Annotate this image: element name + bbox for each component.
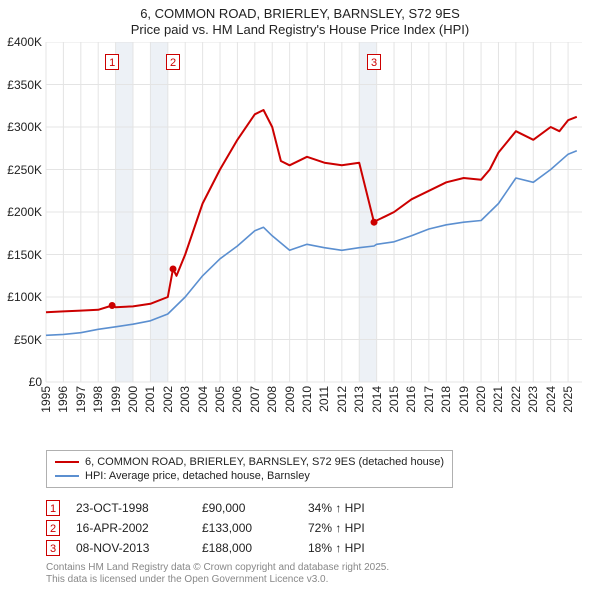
chart-title: 6, COMMON ROAD, BRIERLEY, BARNSLEY, S72 … (0, 0, 600, 39)
x-tick-label: 2010 (300, 386, 314, 413)
x-tick-label: 2020 (474, 386, 488, 413)
x-tick-label: 2018 (439, 386, 453, 413)
transaction-marker: 1 (46, 500, 60, 516)
transaction-price: £133,000 (202, 521, 292, 535)
legend-swatch (55, 461, 79, 463)
attribution: Contains HM Land Registry data © Crown c… (46, 562, 389, 586)
legend-item: 6, COMMON ROAD, BRIERLEY, BARNSLEY, S72 … (55, 455, 444, 469)
x-tick-label: 2002 (161, 386, 175, 413)
attribution-line2: This data is licensed under the Open Gov… (46, 574, 328, 585)
y-tick-label: £350K (0, 78, 42, 92)
transaction-marker: 3 (46, 540, 60, 556)
legend: 6, COMMON ROAD, BRIERLEY, BARNSLEY, S72 … (46, 450, 453, 488)
legend-swatch (55, 475, 79, 477)
x-tick-label: 2003 (178, 386, 192, 413)
x-tick-label: 1998 (91, 386, 105, 413)
x-tick-label: 2016 (404, 386, 418, 413)
chart-area: £0£50K£100K£150K£200K£250K£300K£350K£400… (0, 42, 600, 442)
transaction-row: 1 23-OCT-1998 £90,000 34% ↑ HPI (46, 498, 398, 518)
x-tick-label: 2024 (544, 386, 558, 413)
sale-marker-3: 3 (367, 54, 381, 70)
x-tick-label: 2025 (561, 386, 575, 413)
x-tick-label: 2022 (509, 386, 523, 413)
x-tick-label: 2012 (335, 386, 349, 413)
x-tick-label: 2009 (283, 386, 297, 413)
x-tick-label: 2001 (143, 386, 157, 413)
transaction-marker: 2 (46, 520, 60, 536)
x-tick-label: 2000 (126, 386, 140, 413)
x-tick-label: 2014 (370, 386, 384, 413)
sale-marker-2: 2 (166, 54, 180, 70)
transaction-date: 16-APR-2002 (76, 521, 186, 535)
x-tick-label: 2023 (526, 386, 540, 413)
transaction-hpi: 34% ↑ HPI (308, 501, 398, 515)
transaction-date: 23-OCT-1998 (76, 501, 186, 515)
transaction-row: 3 08-NOV-2013 £188,000 18% ↑ HPI (46, 538, 398, 558)
attribution-line1: Contains HM Land Registry data © Crown c… (46, 562, 389, 573)
x-tick-label: 2006 (230, 386, 244, 413)
y-tick-label: £100K (0, 290, 42, 304)
x-tick-label: 1995 (39, 386, 53, 413)
transaction-row: 2 16-APR-2002 £133,000 72% ↑ HPI (46, 518, 398, 538)
x-tick-label: 1996 (56, 386, 70, 413)
x-tick-label: 2017 (422, 386, 436, 413)
transaction-hpi: 18% ↑ HPI (308, 541, 398, 555)
sale-marker-1: 1 (105, 54, 119, 70)
chart-svg (0, 42, 600, 442)
title-line2: Price paid vs. HM Land Registry's House … (131, 22, 469, 37)
y-tick-label: £50K (0, 333, 42, 347)
transaction-date: 08-NOV-2013 (76, 541, 186, 555)
x-tick-label: 2004 (196, 386, 210, 413)
x-tick-label: 2011 (317, 386, 331, 412)
y-tick-label: £200K (0, 205, 42, 219)
legend-item: HPI: Average price, detached house, Barn… (55, 469, 444, 483)
x-tick-label: 1997 (74, 386, 88, 413)
y-tick-label: £150K (0, 248, 42, 262)
x-tick-label: 2007 (248, 386, 262, 413)
x-tick-label: 1999 (109, 386, 123, 413)
y-tick-label: £400K (0, 35, 42, 49)
x-tick-label: 2021 (491, 386, 505, 413)
chart-container: 6, COMMON ROAD, BRIERLEY, BARNSLEY, S72 … (0, 0, 600, 590)
title-line1: 6, COMMON ROAD, BRIERLEY, BARNSLEY, S72 … (140, 6, 460, 21)
transaction-price: £90,000 (202, 501, 292, 515)
y-tick-label: £0 (0, 375, 42, 389)
x-tick-label: 2008 (265, 386, 279, 413)
x-tick-label: 2019 (457, 386, 471, 413)
transaction-hpi: 72% ↑ HPI (308, 521, 398, 535)
x-tick-label: 2015 (387, 386, 401, 413)
x-tick-label: 2005 (213, 386, 227, 413)
transaction-price: £188,000 (202, 541, 292, 555)
y-tick-label: £300K (0, 120, 42, 134)
legend-label: 6, COMMON ROAD, BRIERLEY, BARNSLEY, S72 … (85, 456, 444, 468)
legend-label: HPI: Average price, detached house, Barn… (85, 470, 310, 482)
x-tick-label: 2013 (352, 386, 366, 413)
transactions-table: 1 23-OCT-1998 £90,000 34% ↑ HPI 2 16-APR-2002… (46, 498, 398, 558)
y-tick-label: £250K (0, 163, 42, 177)
